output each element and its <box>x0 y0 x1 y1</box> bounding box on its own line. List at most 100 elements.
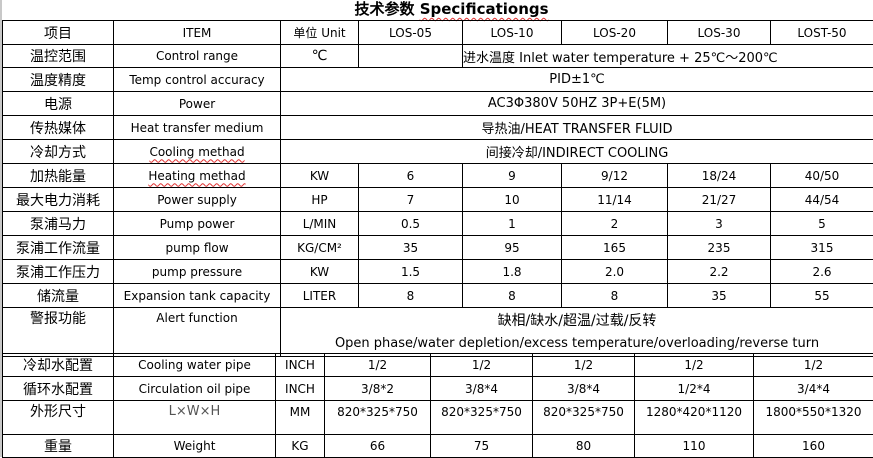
row-label-en: Power <box>114 92 281 116</box>
row-value: 2.6 <box>771 260 873 284</box>
document-title: 技术参数 Specificationgs <box>0 0 873 20</box>
row-label-en-text: Heat transfer medium <box>131 121 264 135</box>
title-zh: 技术参数 <box>354 0 414 18</box>
row-value: 1/2 <box>431 354 533 377</box>
row-value: 9 <box>463 164 562 188</box>
row-value: 165 <box>562 236 668 260</box>
row-label-en-text: pump pressure <box>152 265 242 279</box>
alert-label-en: Alert function <box>114 308 281 357</box>
row-label-zh: 外形尺寸 <box>3 401 114 435</box>
row-label-en: Temp control accuracy <box>114 68 281 92</box>
row-label-en: Pump power <box>114 212 281 236</box>
row-value: 1280*420*1120 <box>635 401 754 435</box>
row-value: 40/50 <box>771 164 873 188</box>
row-value: 3 <box>668 212 771 236</box>
row-value: 315 <box>771 236 873 260</box>
row-label-en-text: pump flow <box>165 241 228 255</box>
row-label-zh: 传热媒体 <box>3 116 114 140</box>
row-value: 1/2 <box>325 354 431 377</box>
row-value: 80 <box>533 435 635 458</box>
row-value: 3/8*4 <box>533 377 635 401</box>
row-value: 3/8*4 <box>431 377 533 401</box>
row-label-en: L×W×H <box>114 401 276 435</box>
row-value: 66 <box>325 435 431 458</box>
row-value: 9/12 <box>562 164 668 188</box>
row-value: 11/14 <box>562 188 668 212</box>
row-value: 820*325*750 <box>431 401 533 435</box>
row-value: 820*325*750 <box>325 401 431 435</box>
row-value: 8 <box>562 284 668 308</box>
row-value: 95 <box>463 236 562 260</box>
row-label-zh: 加热能量 <box>3 164 114 188</box>
row-unit: KG <box>276 435 325 458</box>
row-label-en-text: Power <box>179 97 215 111</box>
row-value: 间接冷却/INDIRECT COOLING <box>281 140 873 164</box>
row-unit: KW <box>281 260 359 284</box>
row-value: 1800*550*1320 <box>754 401 873 435</box>
row-unit: INCH <box>276 377 325 401</box>
row-label-zh: 泵浦工作压力 <box>3 260 114 284</box>
row-label-en: Heat transfer medium <box>114 116 281 140</box>
row-label-en-text: Control range <box>156 49 238 63</box>
alert-label-zh: 警报功能 <box>3 308 114 357</box>
table-row: 传热媒体 Heat transfer medium 导热油/HEAT TRANSFE… <box>3 116 873 140</box>
title-en: Specificationgs <box>420 0 549 18</box>
row-value: 1 <box>463 212 562 236</box>
row-label-en: Control range <box>114 45 281 68</box>
row-value: 35 <box>668 284 771 308</box>
row-label-zh: 电源 <box>3 92 114 116</box>
row-label-zh: 泵浦工作流量 <box>3 236 114 260</box>
row-value: 235 <box>668 236 771 260</box>
row-value: 1.5 <box>359 260 463 284</box>
row-label-en-text: Power supply <box>157 193 237 207</box>
header-model: LOST-50 <box>771 21 873 45</box>
row-value: 导热油/HEAT TRANSFER FLUID <box>281 116 873 140</box>
row-value: 44/54 <box>771 188 873 212</box>
header-model: LOS-05 <box>359 21 463 45</box>
row-label-en: Expansion tank capacity <box>114 284 281 308</box>
row-unit: INCH <box>276 354 325 377</box>
row-label-zh: 温度精度 <box>3 68 114 92</box>
row-label-zh: 重量 <box>3 435 114 458</box>
row-value: AC3Φ380V 50HZ 3P+E(5M) <box>281 92 873 116</box>
row-value: 55 <box>771 284 873 308</box>
row-value: 8 <box>359 284 463 308</box>
row-value: 3/8*2 <box>325 377 431 401</box>
row-label-zh: 泵浦马力 <box>3 212 114 236</box>
row-value: 2.0 <box>562 260 668 284</box>
row-value: 1/2*4 <box>635 377 754 401</box>
header-item: ITEM <box>114 21 281 45</box>
table-row: 电源 Power AC3Φ380V 50HZ 3P+E(5M) <box>3 92 873 116</box>
header-model: LOS-30 <box>668 21 771 45</box>
row-label-en: pump flow <box>114 236 281 260</box>
row-label-en: Cooling methad <box>114 140 281 164</box>
row-label-zh: 温控范围 <box>3 45 114 68</box>
row-label-zh: 冷却水配置 <box>3 354 114 377</box>
row-value: 1/2 <box>754 354 873 377</box>
row-value: 2.2 <box>668 260 771 284</box>
row-value: 18/24 <box>668 164 771 188</box>
row-label-zh: 储流量 <box>3 284 114 308</box>
row-label-en: Cooling water pipe <box>114 354 276 377</box>
row-label-en-text: Pump power <box>160 217 235 231</box>
row-value: 6 <box>359 164 463 188</box>
row-label-en-text: Expansion tank capacity <box>124 289 271 303</box>
row-value: 2 <box>562 212 668 236</box>
row-unit: KW <box>281 164 359 188</box>
row-value: 820*325*750 <box>533 401 635 435</box>
row-label-en-text: Heating methad <box>148 169 245 183</box>
